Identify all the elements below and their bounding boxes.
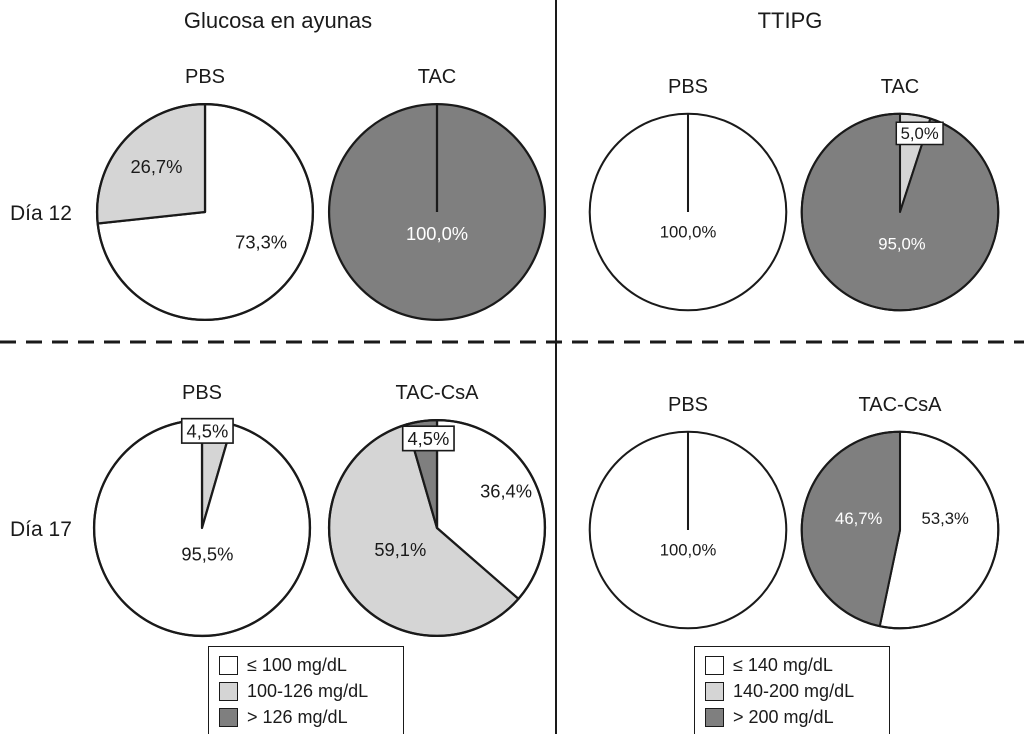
svg-text:5,0%: 5,0% — [901, 124, 939, 143]
svg-text:100,0%: 100,0% — [660, 541, 717, 560]
legend-item: > 126 mg/dL — [219, 707, 391, 728]
legend-item: ≤ 140 mg/dL — [705, 655, 877, 676]
pie-chart-ttipg-dia12-tac: 5,0% 95,0% — [798, 110, 1002, 314]
legend-label: > 126 mg/dL — [247, 707, 348, 727]
legend-label: ≤ 100 mg/dL — [247, 655, 347, 675]
svg-text:59,1%: 59,1% — [374, 539, 426, 560]
svg-text:100,0%: 100,0% — [406, 223, 468, 244]
pie-chart-glucosa-dia17-pbs: 4,5% 95,5% — [90, 416, 314, 640]
svg-text:100,0%: 100,0% — [660, 223, 717, 242]
legend-swatch-dark-gray — [219, 708, 238, 727]
pie-title-tac: TAC — [880, 76, 920, 98]
svg-text:4,5%: 4,5% — [407, 428, 449, 449]
pie-title-pbs: PBS — [184, 66, 226, 88]
row-label-dia-12: Día 12 — [10, 202, 72, 225]
pie-chart-ttipg-dia17-pbs: 100,0% — [586, 428, 790, 632]
legend-swatch-white — [705, 656, 724, 675]
legend-swatch-white — [219, 656, 238, 675]
pie-title-pbs: PBS — [667, 76, 709, 98]
pie-block-glucosa-dia17-tac-csa: TAC-CsA 36,4% 59,1% 4,5% — [325, 382, 549, 640]
pie-block-ttipg-dia12-pbs: PBS 100,0% — [586, 76, 790, 314]
legend-item: ≤ 100 mg/dL — [219, 655, 391, 676]
svg-text:95,0%: 95,0% — [878, 234, 925, 253]
pie-title-tac: TAC — [417, 66, 457, 88]
svg-text:73,3%: 73,3% — [235, 232, 287, 253]
svg-text:26,7%: 26,7% — [130, 156, 182, 177]
pie-block-glucosa-dia12-pbs: PBS 73,3% 26,7% — [93, 66, 317, 324]
legend-item: > 200 mg/dL — [705, 707, 877, 728]
pie-block-ttipg-dia17-tac-csa: TAC-CsA 53,3% 46,7% — [798, 394, 1002, 632]
row-label-dia-17: Día 17 — [10, 518, 72, 541]
vertical-divider — [555, 0, 557, 734]
svg-text:36,4%: 36,4% — [480, 481, 532, 502]
pie-title-tac-csa: TAC-CsA — [858, 394, 942, 416]
pie-chart-glucosa-dia17-tac-csa: 36,4% 59,1% 4,5% — [325, 416, 549, 640]
pie-block-glucosa-dia12-tac: TAC 100,0% — [325, 66, 549, 324]
column-title-glucosa: Glucosa en ayunas — [183, 8, 373, 33]
pie-block-glucosa-dia17-pbs: PBS 4,5% 95,5% — [90, 382, 314, 640]
legend-label: 140-200 mg/dL — [733, 681, 855, 701]
pie-block-ttipg-dia12-tac: TAC 5,0% 95,0% — [798, 76, 1002, 314]
pie-title-pbs: PBS — [181, 382, 223, 404]
svg-text:4,5%: 4,5% — [187, 420, 229, 441]
pie-title-pbs: PBS — [667, 394, 709, 416]
legend-swatch-light-gray — [705, 682, 724, 701]
legend-item: 100-126 mg/dL — [219, 681, 391, 702]
legend-label: 100-126 mg/dL — [247, 681, 369, 701]
horizontal-dashed-divider — [0, 340, 1024, 344]
legend-label: ≤ 140 mg/dL — [733, 655, 833, 675]
legend-item: 140-200 mg/dL — [705, 681, 877, 702]
legend-ttipg: ≤ 140 mg/dL 140-200 mg/dL > 200 mg/dL — [694, 646, 890, 734]
pie-chart-glucosa-dia12-tac: 100,0% — [325, 100, 549, 324]
legend-label: > 200 mg/dL — [733, 707, 834, 727]
legend-swatch-dark-gray — [705, 708, 724, 727]
column-title-ttipg: TTIPG — [757, 8, 823, 33]
pie-title-tac-csa: TAC-CsA — [395, 382, 479, 404]
svg-text:46,7%: 46,7% — [835, 509, 882, 528]
svg-text:53,3%: 53,3% — [922, 509, 969, 528]
pie-chart-glucosa-dia12-pbs: 73,3% 26,7% — [93, 100, 317, 324]
pie-block-ttipg-dia17-pbs: PBS 100,0% — [586, 394, 790, 632]
svg-text:95,5%: 95,5% — [181, 543, 233, 564]
pie-chart-ttipg-dia17-tac-csa: 53,3% 46,7% — [798, 428, 1002, 632]
legend-glucosa: ≤ 100 mg/dL 100-126 mg/dL > 126 mg/dL — [208, 646, 404, 734]
legend-swatch-light-gray — [219, 682, 238, 701]
pie-chart-ttipg-dia12-pbs: 100,0% — [586, 110, 790, 314]
